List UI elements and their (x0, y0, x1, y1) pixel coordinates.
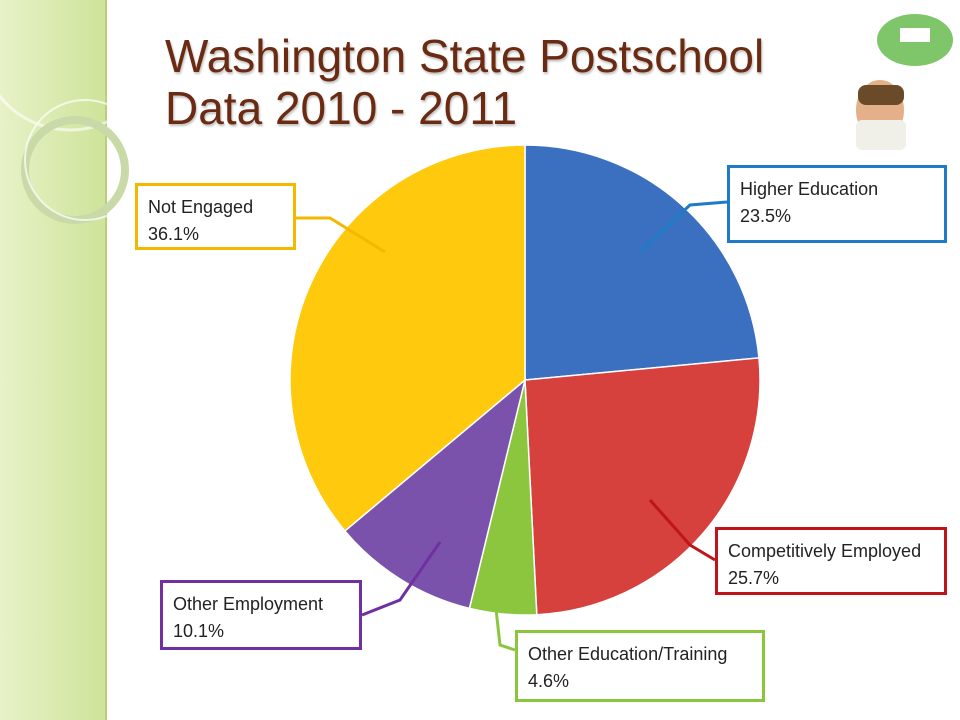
value-label: 25.7% (728, 568, 780, 588)
side-strip (0, 0, 105, 720)
value-label: 4.6% (528, 671, 570, 691)
leader-line (296, 216, 386, 254)
value-label: 23.5% (740, 206, 792, 226)
pie-slice (524, 144, 760, 381)
value-label: 10.1% (173, 621, 225, 641)
data-label: Not Engaged 36.1% (135, 183, 296, 250)
pie (289, 144, 761, 616)
data-label: Other Employment 10.1% (160, 580, 362, 650)
chart-title: Washington State Postschool Data 2010 - … (165, 30, 765, 134)
leader-line (493, 599, 516, 652)
category-label: Other Employment (173, 594, 324, 614)
pie-slice (289, 144, 526, 532)
data-label: Higher Education 23.5% (727, 165, 947, 243)
leader-line (361, 541, 442, 617)
category-label: Other Education/Training (528, 644, 728, 664)
category-label: Higher Education (740, 179, 879, 199)
decor-circle (0, 0, 162, 132)
leader-line (638, 200, 728, 254)
pie-slice (343, 377, 527, 610)
decor-circle (24, 99, 146, 221)
decor-icon (856, 14, 953, 150)
data-label: Other Education/Training 4.6% (515, 630, 765, 702)
category-label: Competitively Employed (728, 541, 922, 561)
pie-slice (524, 357, 761, 616)
leaders (296, 200, 728, 652)
value-label: 36.1% (148, 224, 200, 244)
data-label: Competitively Employed 25.7% (715, 527, 947, 595)
category-label: Not Engaged (148, 197, 254, 217)
leader-line (648, 499, 716, 562)
